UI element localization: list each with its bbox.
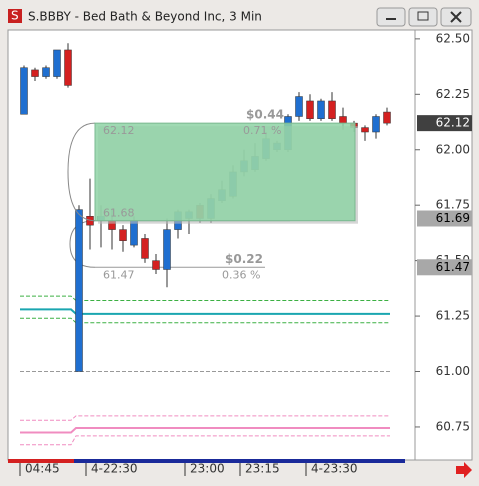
candle-body [306, 100, 314, 119]
overlay-line [20, 427, 390, 434]
candle-body [152, 260, 160, 270]
x-tick-label: 23:00 [190, 462, 225, 476]
y-tick-label: 60.75 [436, 419, 470, 433]
y-tick-label: 62.50 [436, 31, 470, 45]
measure-change: $0.22 [225, 252, 263, 266]
candle-body [295, 96, 303, 117]
restore-button[interactable] [408, 7, 438, 27]
candle-body [119, 229, 127, 241]
x-tick-label: 04:45 [25, 462, 60, 476]
x-tick-label: 23:15 [245, 462, 280, 476]
x-tick-label: 4-22:30 [91, 462, 138, 476]
y-tick-label: 61.25 [436, 309, 470, 323]
y-tick-label: 61.75 [436, 198, 470, 212]
scroll-arrow[interactable] [456, 462, 472, 478]
price-tag-label: 61.47 [436, 260, 470, 274]
app-icon-glyph: S [11, 9, 19, 23]
x-tick-label: 4-23:30 [311, 462, 358, 476]
measure-box [94, 122, 356, 222]
chart-area [7, 29, 473, 461]
price-tag [417, 115, 472, 132]
measure-price: 62.12 [103, 124, 135, 137]
overlay-line [20, 295, 390, 302]
candle-body [383, 111, 391, 124]
candle-body [317, 100, 325, 119]
overlay-line [20, 308, 390, 315]
candle-body [20, 67, 28, 115]
overlay-line [20, 415, 390, 421]
close-button[interactable] [440, 7, 472, 27]
candle-body [130, 220, 138, 246]
price-tag [417, 259, 472, 276]
y-tick-label: 62.00 [436, 142, 470, 156]
candle-body [53, 49, 61, 77]
measure-bracket [67, 122, 96, 222]
y-tick-label: 61.00 [436, 364, 470, 378]
app-icon [8, 9, 22, 23]
window-title: S.BBBY - Bed Bath & Beyond Inc, 3 Min [28, 10, 262, 24]
candle-body [361, 127, 369, 133]
measure-percent: 0.36 % [222, 268, 260, 281]
candle-body [64, 49, 72, 86]
minimize-button[interactable] [376, 7, 406, 27]
candle-body [339, 116, 347, 124]
candle-body [141, 238, 149, 259]
measure-price: 61.68 [103, 207, 135, 220]
overlay-line [20, 435, 390, 446]
time-bar [8, 459, 405, 463]
y-tick-label: 62.25 [436, 87, 470, 101]
plot: 62.5062.2562.0061.7561.5061.2561.0060.75… [19, 31, 472, 476]
overlay-line [20, 317, 390, 324]
candle-body [75, 209, 83, 372]
measure-price: 61.47 [103, 268, 135, 281]
candle-body [372, 116, 380, 133]
candle-body [42, 67, 50, 77]
candle-body [163, 229, 171, 270]
time-bar-marker [8, 459, 74, 463]
measure-change: $0.44 [246, 108, 284, 122]
candle-body [31, 69, 39, 77]
price-tag-label: 62.12 [436, 116, 470, 130]
price-tag-label: 61.69 [436, 211, 470, 225]
measure-percent: 0.71 % [243, 124, 281, 137]
price-tag [417, 210, 472, 227]
candle-body [328, 100, 336, 119]
